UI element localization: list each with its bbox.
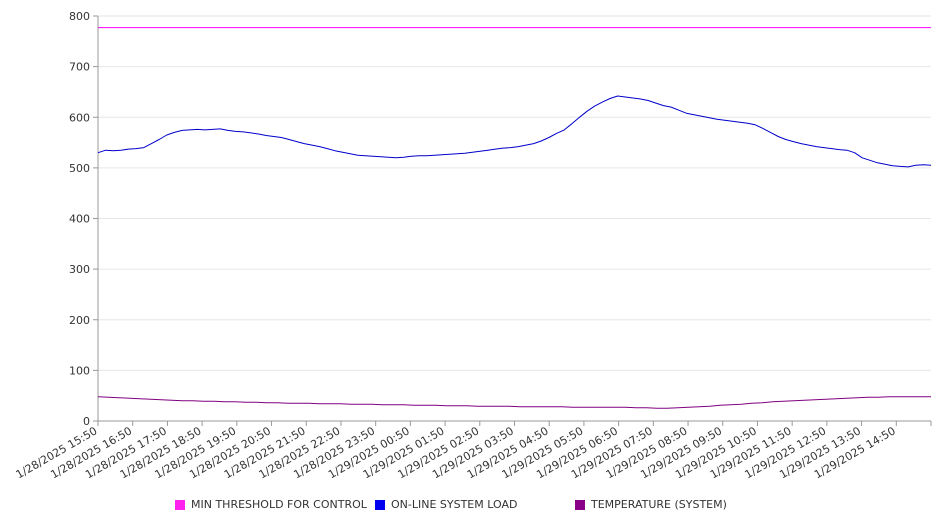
series-lines [97, 27, 932, 409]
legend-item-threshold: MIN THRESHOLD FOR CONTROL [175, 498, 367, 511]
y-tick-label: 600 [69, 111, 90, 124]
series-line-system-load [97, 95, 932, 168]
y-axis-ticks: 0 100 200 300 400 500 600 700 800 [69, 10, 98, 428]
legend-label-threshold: MIN THRESHOLD FOR CONTROL [191, 498, 367, 511]
y-tick-label: 300 [69, 263, 90, 276]
legend-swatch-threshold [175, 499, 185, 510]
y-tick-label: 0 [83, 415, 90, 428]
y-tick-label: 200 [69, 314, 90, 327]
legend-item-system-load: ON-LINE SYSTEM LOAD [375, 498, 517, 511]
legend-swatch-system-load [375, 499, 385, 510]
legend-label-temperature: TEMPERATURE (SYSTEM) [591, 498, 727, 511]
x-axis-ticks: 1/28/2025 15:501/28/2025 16:501/28/2025 … [14, 421, 932, 481]
series-line-temperature [97, 396, 931, 409]
y-tick-label: 800 [69, 10, 90, 23]
legend: MIN THRESHOLD FOR CONTROL ON-LINE SYSTEM… [0, 496, 946, 516]
y-tick-label: 700 [69, 61, 90, 74]
legend-label-system-load: ON-LINE SYSTEM LOAD [391, 498, 518, 511]
legend-swatch-temperature [575, 499, 585, 510]
y-tick-label: 100 [69, 364, 90, 377]
y-tick-label: 400 [69, 213, 90, 226]
grid-lines [98, 15, 931, 371]
line-chart: 0 100 200 300 400 500 600 700 800 1/28/2025 15:5… [14, 10, 932, 481]
y-tick-label: 500 [69, 162, 90, 175]
legend-item-temperature: TEMPERATURE (SYSTEM) [575, 498, 727, 511]
